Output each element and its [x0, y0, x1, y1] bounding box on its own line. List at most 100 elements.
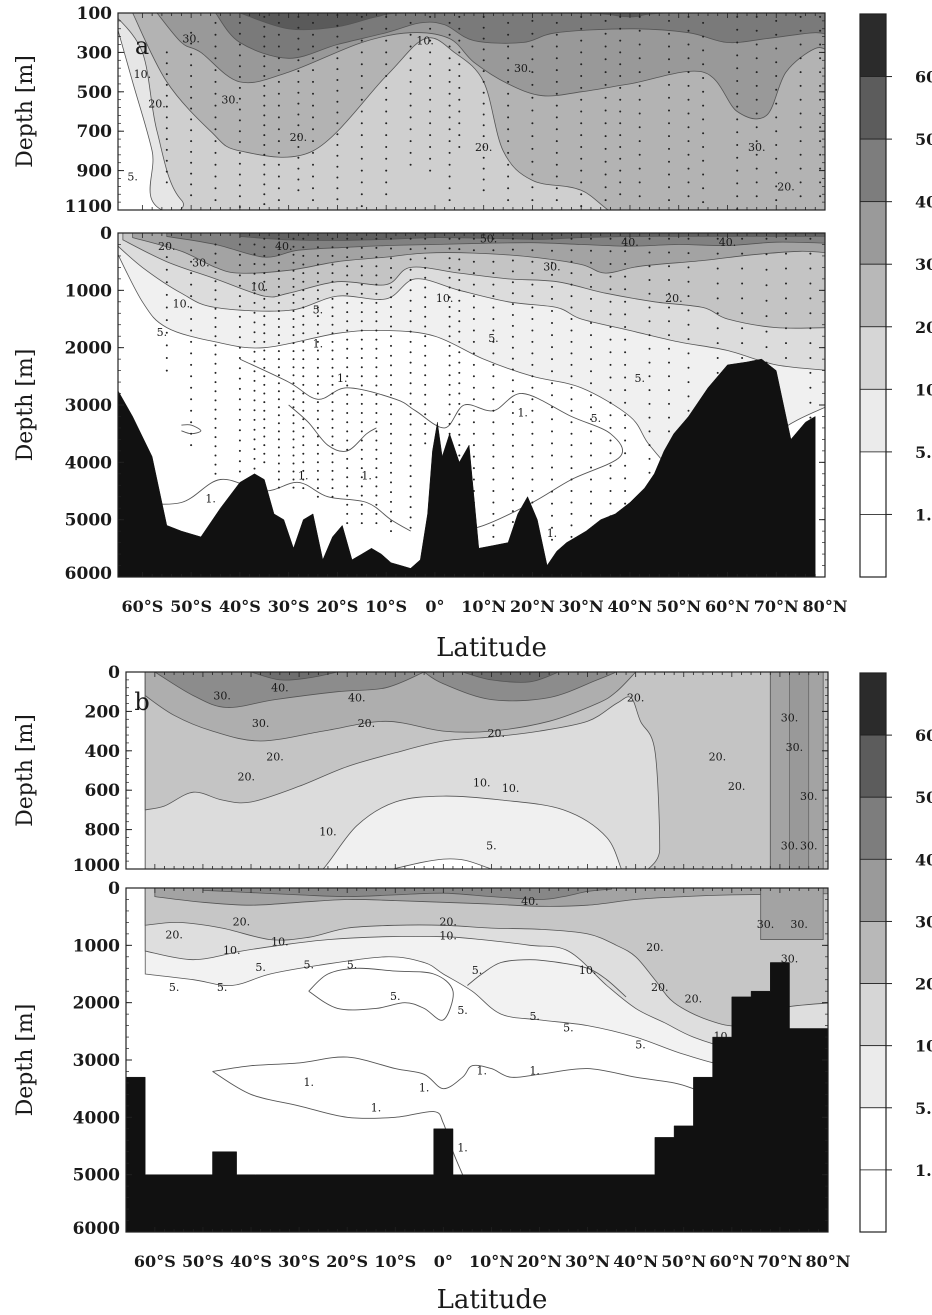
station-point [253, 418, 256, 421]
station-point [765, 330, 768, 333]
station-point [736, 105, 739, 108]
station-point [551, 490, 553, 493]
station-point [785, 267, 787, 270]
station-point [238, 326, 241, 328]
station-point [590, 273, 592, 276]
station-point [360, 448, 363, 451]
station-point [624, 250, 627, 253]
station-point [292, 374, 295, 377]
station-point [253, 350, 256, 353]
contour-label: 1. [298, 470, 309, 483]
station-point [551, 310, 553, 312]
station-point [799, 71, 802, 74]
station-point [819, 126, 822, 129]
station-point [702, 21, 705, 24]
station-point [570, 363, 573, 366]
station-point [263, 392, 266, 395]
station-point [590, 418, 592, 421]
station-point [785, 297, 787, 300]
contour-label: 1. [313, 338, 324, 351]
station-point [346, 512, 349, 515]
station-point [409, 371, 412, 374]
station-point [346, 347, 349, 350]
station-point [638, 195, 641, 198]
station-point [448, 374, 451, 377]
station-point [648, 375, 651, 378]
station-point [755, 140, 758, 143]
station-point [292, 486, 295, 489]
station-point [624, 426, 627, 429]
station-point [716, 297, 719, 300]
station-point [360, 134, 363, 137]
station-point [360, 301, 363, 304]
station-point [263, 375, 266, 378]
station-point [511, 379, 514, 382]
station-point [165, 306, 168, 309]
station-point [702, 201, 705, 204]
station-point [687, 181, 690, 184]
station-point [668, 122, 670, 125]
station-point [424, 403, 427, 406]
station-point [277, 237, 280, 240]
y-tick-label: 6000 [73, 1219, 120, 1239]
station-point [507, 21, 510, 24]
station-point [238, 439, 241, 442]
station-point [302, 383, 305, 386]
station-point [775, 102, 778, 105]
station-point [741, 297, 744, 300]
contour-label: 1. [303, 1076, 314, 1089]
station-point [668, 135, 670, 138]
station-point [409, 382, 412, 385]
station-point [331, 289, 334, 292]
station-point [312, 45, 314, 48]
station-point [263, 254, 266, 257]
station-point [648, 347, 651, 350]
station-point [590, 490, 592, 493]
station-point [316, 383, 319, 386]
station-point [531, 32, 534, 35]
station-point [448, 116, 451, 119]
station-point [619, 86, 622, 89]
station-point [360, 476, 363, 479]
station-point [604, 32, 607, 35]
station-point [580, 122, 583, 125]
contour-label: 5. [472, 964, 483, 977]
station-point [638, 98, 641, 101]
station-point [551, 442, 553, 445]
station-point [687, 309, 690, 312]
panel-b-lower: 20.20. 20.40.10.10.10.10.10.5. 5.5. 5. 5.5.5… [126, 888, 828, 1232]
station-point [390, 393, 392, 396]
station-point [238, 76, 241, 78]
station-point [458, 146, 461, 148]
station-point [409, 413, 412, 416]
station-point [511, 237, 514, 240]
station-point [736, 15, 739, 18]
station-point [507, 128, 510, 131]
station-point [312, 69, 314, 72]
station-point [277, 199, 280, 202]
station-point [316, 246, 319, 249]
station-point [448, 175, 451, 178]
station-point [755, 153, 758, 156]
station-point [492, 237, 495, 240]
station-point [424, 335, 427, 338]
station-point [214, 298, 217, 301]
station-point [331, 435, 334, 438]
station-point [253, 263, 256, 265]
station-point [390, 520, 392, 523]
station-point [263, 401, 266, 404]
panel-b-upper: 40.40.30.30. 20.20.20.20.10.10. 10.5.20.20… [126, 672, 828, 869]
station-point [424, 286, 427, 289]
station-point [312, 57, 314, 60]
station-point [507, 199, 510, 202]
station-point [375, 439, 378, 442]
station-point [716, 252, 719, 255]
station-point [375, 467, 378, 470]
station-point [668, 109, 670, 112]
station-point [360, 205, 363, 208]
station-point [409, 464, 412, 467]
station-point [346, 384, 349, 387]
station-point [214, 80, 217, 83]
station-point [375, 412, 378, 414]
station-point [580, 98, 583, 101]
